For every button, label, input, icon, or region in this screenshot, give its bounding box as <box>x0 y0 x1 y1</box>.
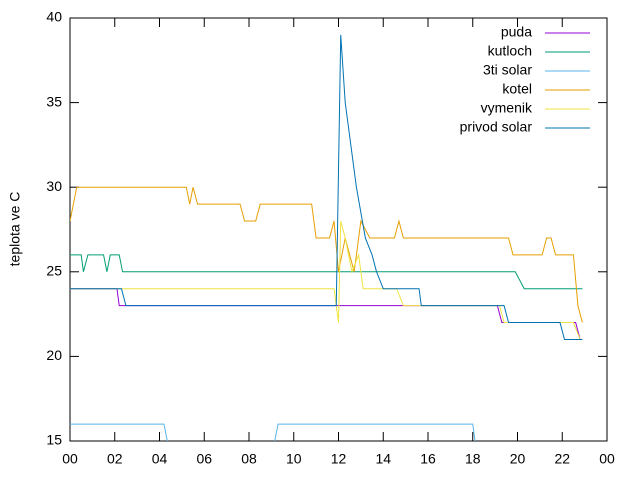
x-tick-label: 06 <box>196 451 212 467</box>
y-tick-label: 35 <box>46 93 62 109</box>
x-tick-label: 10 <box>286 451 302 467</box>
x-tick-label: 16 <box>420 451 436 467</box>
legend-label: vymenik <box>481 100 533 116</box>
legend-label: 3ti solar <box>483 62 532 78</box>
series-line <box>70 220 581 340</box>
x-tick-label: 12 <box>331 451 347 467</box>
x-tick-label: 04 <box>152 451 168 467</box>
x-tick-label: 20 <box>510 451 526 467</box>
y-tick-label: 25 <box>46 263 62 279</box>
legend-label: kotel <box>502 81 532 97</box>
series-line <box>70 186 583 323</box>
series-line <box>70 423 476 441</box>
legend-label: kutloch <box>488 43 532 59</box>
x-tick-label: 00 <box>62 451 78 467</box>
legend-label: puda <box>501 24 532 40</box>
y-tick-label: 20 <box>46 347 62 363</box>
series-line <box>70 254 583 290</box>
series-line <box>70 34 583 340</box>
y-tick-label: 40 <box>46 9 62 25</box>
x-tick-label: 22 <box>554 451 570 467</box>
x-tick-label: 08 <box>241 451 257 467</box>
x-tick-label: 02 <box>107 451 123 467</box>
x-tick-label: 18 <box>465 451 481 467</box>
y-axis-label: teplota ve C <box>7 192 23 267</box>
y-tick-label: 15 <box>46 432 62 448</box>
series-line <box>70 288 581 340</box>
x-tick-label: 00 <box>599 451 615 467</box>
y-tick-label: 30 <box>46 178 62 194</box>
x-tick-label: 14 <box>375 451 391 467</box>
legend-label: privod solar <box>460 119 533 135</box>
